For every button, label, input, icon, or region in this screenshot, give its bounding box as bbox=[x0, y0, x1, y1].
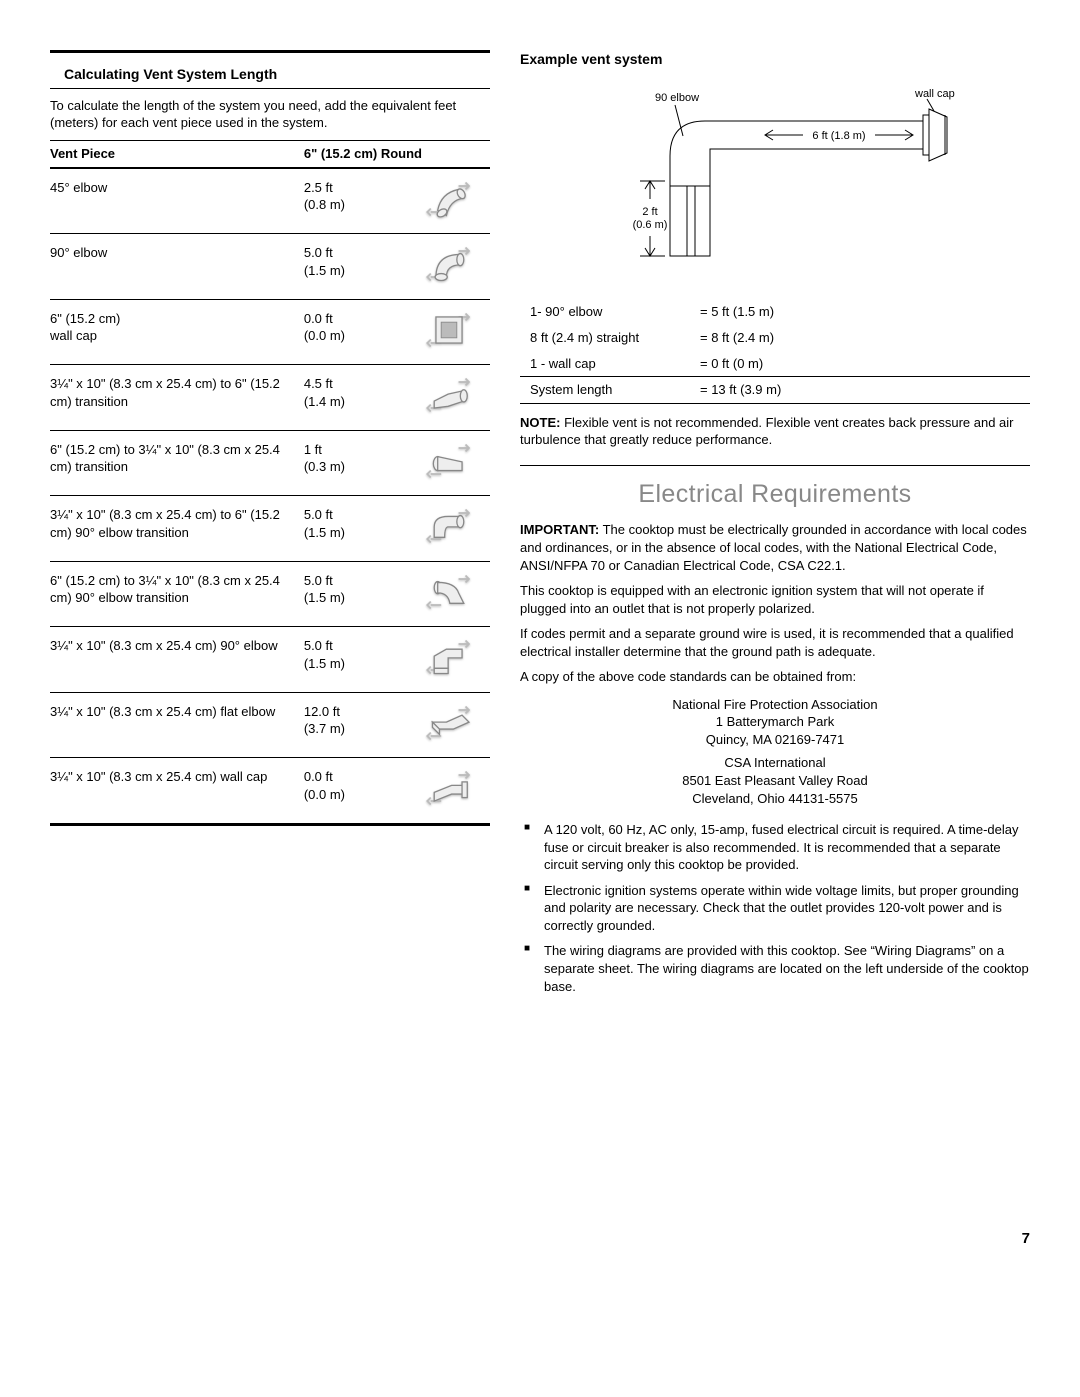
important-label: IMPORTANT: bbox=[520, 522, 599, 537]
address-csa: CSA International 8501 East Pleasant Val… bbox=[520, 754, 1030, 813]
vent-row: 3¼" x 10" (8.3 cm x 25.4 cm) to 6" (15.2… bbox=[50, 365, 490, 431]
vent-piece-length: 5.0 ft(1.5 m) bbox=[304, 234, 413, 300]
diagram-vert-l2: (0.6 m) bbox=[633, 219, 668, 231]
example-row-val: = 5 ft (1.5 m) bbox=[700, 299, 1030, 325]
elec-bullet: The wiring diagrams are provided with th… bbox=[544, 938, 1030, 999]
vent-row: 90° elbow5.0 ft(1.5 m) bbox=[50, 234, 490, 300]
vent-col2-header: 6" (15.2 cm) Round bbox=[304, 140, 490, 167]
vent-row: 3¼" x 10" (8.3 cm x 25.4 cm) wall cap0.0… bbox=[50, 758, 490, 825]
calc-vent-intro: To calculate the length of the system yo… bbox=[50, 89, 490, 140]
vent-piece-name: 45° elbow bbox=[50, 168, 304, 234]
left-column: Calculating Vent System Length To calcul… bbox=[50, 50, 490, 999]
vent-piece-length: 0.0 ft(0.0 m) bbox=[304, 299, 413, 365]
vent-row: 3¼" x 10" (8.3 cm x 25.4 cm) to 6" (15.2… bbox=[50, 496, 490, 562]
vent-piece-name: 90° elbow bbox=[50, 234, 304, 300]
page-number: 7 bbox=[50, 1229, 1030, 1249]
vent-piece-name: 3¼" x 10" (8.3 cm x 25.4 cm) to 6" (15.2… bbox=[50, 365, 304, 431]
vent-piece-icon bbox=[413, 496, 490, 562]
note-label: NOTE: bbox=[520, 415, 560, 430]
vent-piece-icon bbox=[413, 692, 490, 758]
example-row-key: 8 ft (2.4 m) straight bbox=[520, 325, 700, 351]
electrical-requirements-heading: Electrical Requirements bbox=[520, 472, 1030, 518]
vent-piece-name: 3¼" x 10" (8.3 cm x 25.4 cm) to 6" (15.2… bbox=[50, 496, 304, 562]
example-row-val: = 13 ft (3.9 m) bbox=[700, 377, 1030, 404]
vent-piece-name: 6" (15.2 cm)wall cap bbox=[50, 299, 304, 365]
vent-piece-icon bbox=[413, 627, 490, 693]
vent-piece-icon bbox=[413, 430, 490, 496]
vent-piece-name: 3¼" x 10" (8.3 cm x 25.4 cm) flat elbow bbox=[50, 692, 304, 758]
addr1-l3: Quincy, MA 02169-7471 bbox=[520, 731, 1030, 749]
vent-piece-length: 12.0 ft(3.7 m) bbox=[304, 692, 413, 758]
vent-piece-name: 6" (15.2 cm) to 3¼" x 10" (8.3 cm x 25.4… bbox=[50, 430, 304, 496]
vent-piece-icon bbox=[413, 758, 490, 825]
addr1-l2: 1 Batterymarch Park bbox=[520, 713, 1030, 731]
elec-bullet: Electronic ignition systems operate with… bbox=[544, 878, 1030, 939]
calc-vent-title: Calculating Vent System Length bbox=[50, 61, 490, 88]
example-title: Example vent system bbox=[520, 50, 1030, 75]
vent-pieces-table: Vent Piece 6" (15.2 cm) Round 45° elbow2… bbox=[50, 140, 490, 826]
address-nfpa: National Fire Protection Association 1 B… bbox=[520, 690, 1030, 755]
vent-diagram: 90 elbow wall cap 6 ft (1.8 m) bbox=[520, 75, 1030, 296]
diagram-elbow-label: 90 elbow bbox=[655, 92, 699, 104]
example-row-key: 1 - wall cap bbox=[520, 351, 700, 377]
vent-row: 6" (15.2 cm) to 3¼" x 10" (8.3 cm x 25.4… bbox=[50, 561, 490, 627]
note-text: Flexible vent is not recommended. Flexib… bbox=[520, 415, 1014, 448]
example-row: 1 - wall cap= 0 ft (0 m) bbox=[520, 351, 1030, 377]
addr2-l2: 8501 East Pleasant Valley Road bbox=[520, 772, 1030, 790]
example-row: 8 ft (2.4 m) straight= 8 ft (2.4 m) bbox=[520, 325, 1030, 351]
vent-piece-icon bbox=[413, 234, 490, 300]
elec-p3: If codes permit and a separate ground wi… bbox=[520, 621, 1030, 664]
example-row-key: System length bbox=[520, 377, 700, 404]
elec-p4: A copy of the above code standards can b… bbox=[520, 664, 1030, 690]
elec-p2: This cooktop is equipped with an electro… bbox=[520, 578, 1030, 621]
vent-piece-name: 6" (15.2 cm) to 3¼" x 10" (8.3 cm x 25.4… bbox=[50, 561, 304, 627]
example-row-key: 1- 90° elbow bbox=[520, 299, 700, 325]
diagram-vert-l1: 2 ft bbox=[642, 206, 657, 218]
vent-piece-length: 5.0 ft(1.5 m) bbox=[304, 627, 413, 693]
vent-piece-length: 0.0 ft(0.0 m) bbox=[304, 758, 413, 825]
vent-row: 6" (15.2 cm)wall cap0.0 ft(0.0 m) bbox=[50, 299, 490, 365]
vent-row: 3¼" x 10" (8.3 cm x 25.4 cm) flat elbow1… bbox=[50, 692, 490, 758]
vent-piece-name: 3¼" x 10" (8.3 cm x 25.4 cm) 90° elbow bbox=[50, 627, 304, 693]
vent-piece-name: 3¼" x 10" (8.3 cm x 25.4 cm) wall cap bbox=[50, 758, 304, 825]
vent-row: 45° elbow2.5 ft(0.8 m) bbox=[50, 168, 490, 234]
vent-piece-length: 5.0 ft(1.5 m) bbox=[304, 496, 413, 562]
right-column: Example vent system 90 elbow wall cap bbox=[520, 50, 1030, 999]
vent-col1-header: Vent Piece bbox=[50, 140, 304, 167]
example-row: 1- 90° elbow= 5 ft (1.5 m) bbox=[520, 299, 1030, 325]
vent-row: 3¼" x 10" (8.3 cm x 25.4 cm) 90° elbow5.… bbox=[50, 627, 490, 693]
diagram-horiz-label: 6 ft (1.8 m) bbox=[812, 130, 865, 142]
vent-piece-length: 5.0 ft(1.5 m) bbox=[304, 561, 413, 627]
vent-piece-length: 4.5 ft(1.4 m) bbox=[304, 365, 413, 431]
vent-row: 6" (15.2 cm) to 3¼" x 10" (8.3 cm x 25.4… bbox=[50, 430, 490, 496]
example-calc-table: 1- 90° elbow= 5 ft (1.5 m)8 ft (2.4 m) s… bbox=[520, 299, 1030, 403]
vent-piece-icon bbox=[413, 365, 490, 431]
vent-piece-length: 2.5 ft(0.8 m) bbox=[304, 168, 413, 234]
example-row-val: = 0 ft (0 m) bbox=[700, 351, 1030, 377]
vent-piece-icon bbox=[413, 168, 490, 234]
addr1-l1: National Fire Protection Association bbox=[520, 696, 1030, 714]
example-row-val: = 8 ft (2.4 m) bbox=[700, 325, 1030, 351]
vent-piece-length: 1 ft(0.3 m) bbox=[304, 430, 413, 496]
addr2-l1: CSA International bbox=[520, 754, 1030, 772]
diagram-wallcap-label: wall cap bbox=[914, 88, 955, 100]
vent-piece-icon bbox=[413, 561, 490, 627]
vent-piece-icon bbox=[413, 299, 490, 365]
addr2-l3: Cleveland, Ohio 44131-5575 bbox=[520, 790, 1030, 808]
elec-bullet: A 120 volt, 60 Hz, AC only, 15-amp, fuse… bbox=[544, 817, 1030, 878]
example-row: System length= 13 ft (3.9 m) bbox=[520, 377, 1030, 404]
important-para: IMPORTANT: The cooktop must be electrica… bbox=[520, 517, 1030, 578]
elec-bullets: A 120 volt, 60 Hz, AC only, 15-amp, fuse… bbox=[520, 813, 1030, 999]
flexible-vent-note: NOTE: Flexible vent is not recommended. … bbox=[520, 404, 1030, 459]
